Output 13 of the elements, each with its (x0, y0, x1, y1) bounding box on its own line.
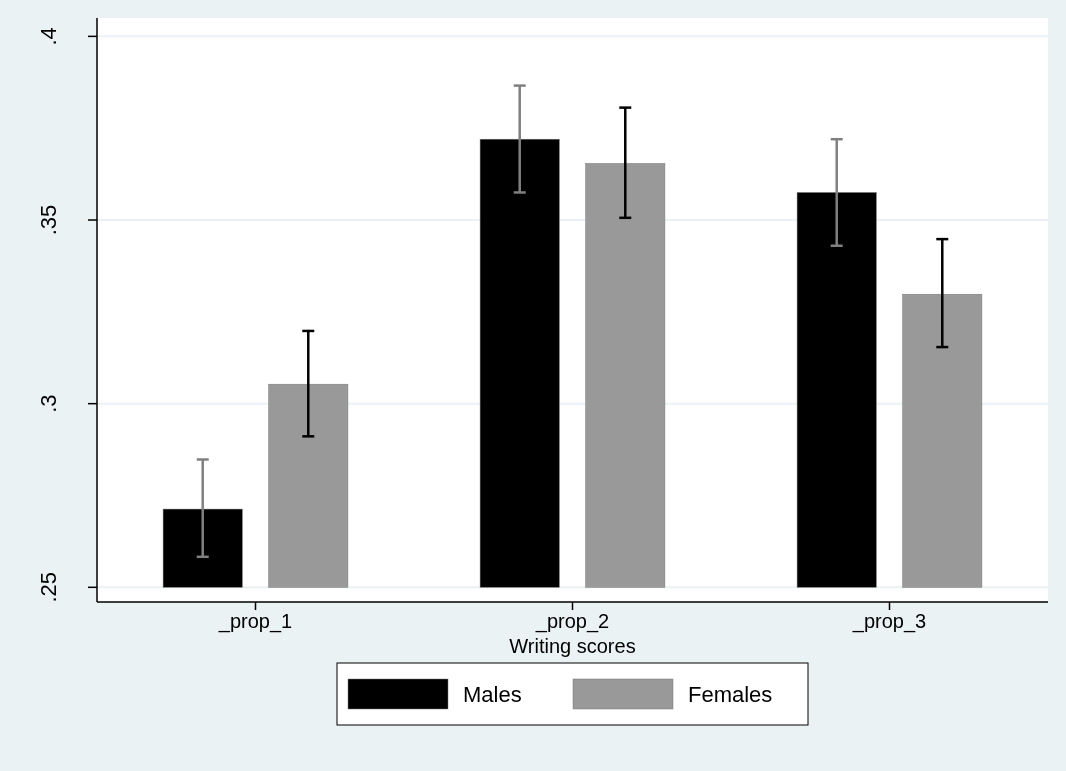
bar (585, 163, 666, 588)
x-tick-label: _prop_3 (851, 610, 927, 633)
y-tick-label: .35 (36, 204, 61, 236)
y-tick-label: .4 (36, 27, 61, 46)
bar (268, 383, 349, 588)
bar (902, 293, 983, 588)
legend-label: Females (688, 682, 773, 707)
legend-label: Males (463, 682, 522, 707)
y-tick-label: .3 (36, 394, 61, 413)
x-tick-label: _prop_2 (534, 610, 610, 633)
x-tick-label: _prop_1 (217, 610, 293, 633)
y-tick-label: .25 (36, 572, 61, 603)
x-axis-title: Writing scores (509, 635, 636, 657)
